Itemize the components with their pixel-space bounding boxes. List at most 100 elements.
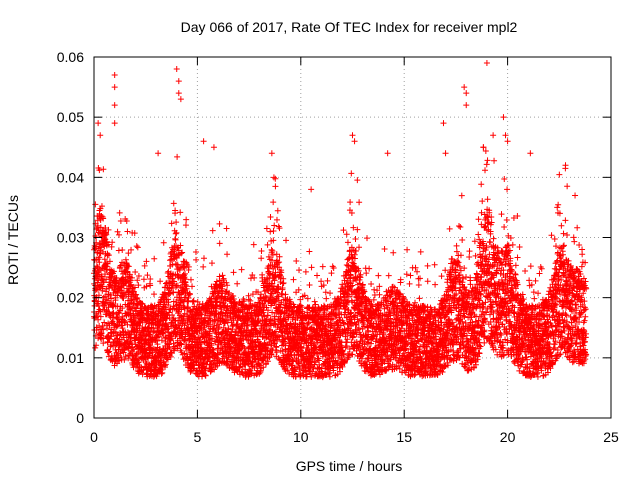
data-point <box>348 170 355 177</box>
data-point <box>103 286 110 293</box>
data-point <box>143 283 150 290</box>
data-point <box>124 268 131 275</box>
data-point <box>109 239 116 246</box>
data-point <box>119 325 126 332</box>
data-point <box>114 228 121 235</box>
data-point <box>412 264 419 271</box>
data-point <box>169 312 176 319</box>
data-point <box>216 220 223 227</box>
data-point <box>94 312 101 319</box>
data-point <box>105 241 112 248</box>
data-point <box>103 238 110 245</box>
data-point <box>165 299 172 306</box>
data-point <box>92 201 99 208</box>
data-point <box>324 277 331 284</box>
data-point <box>103 231 110 238</box>
data-point <box>182 222 189 229</box>
data-point <box>431 261 438 268</box>
data-point <box>128 274 135 281</box>
data-point <box>123 278 130 285</box>
data-point <box>107 291 114 298</box>
data-points <box>90 60 590 381</box>
data-point <box>131 230 138 237</box>
data-point <box>117 331 124 338</box>
data-point <box>133 243 140 250</box>
data-point <box>343 231 350 238</box>
data-point <box>106 348 113 355</box>
data-point <box>264 312 271 319</box>
data-point <box>112 297 119 304</box>
data-point <box>162 361 169 368</box>
data-point <box>172 230 179 237</box>
data-point <box>327 290 334 297</box>
data-point <box>170 200 177 207</box>
data-point <box>99 283 106 290</box>
data-point <box>168 220 175 227</box>
data-point <box>119 305 126 312</box>
data-point <box>417 248 424 255</box>
data-point <box>368 281 375 288</box>
data-point <box>144 328 151 335</box>
data-point <box>135 282 142 289</box>
data-point <box>234 280 241 287</box>
data-point <box>162 291 169 298</box>
data-point <box>319 263 326 270</box>
data-point <box>340 227 347 234</box>
data-point <box>119 293 126 300</box>
data-point <box>121 356 128 363</box>
data-point <box>106 258 113 265</box>
data-point <box>343 343 350 350</box>
data-point <box>424 303 431 310</box>
data-point <box>128 246 135 253</box>
data-point <box>162 364 169 371</box>
data-point <box>311 298 318 305</box>
data-point <box>107 314 114 321</box>
data-point <box>390 249 397 256</box>
data-point <box>119 290 126 297</box>
data-point <box>97 224 104 231</box>
data-point <box>230 269 237 276</box>
data-point <box>190 297 197 304</box>
data-point <box>216 240 223 247</box>
data-point <box>160 239 167 246</box>
data-point <box>101 319 108 326</box>
data-point <box>219 272 226 279</box>
data-point <box>314 272 321 279</box>
data-point <box>144 272 151 279</box>
data-point <box>158 370 165 377</box>
data-point <box>293 257 300 264</box>
data-point <box>123 218 130 225</box>
data-point <box>308 264 315 271</box>
data-point <box>131 304 138 311</box>
data-point <box>147 282 154 289</box>
data-point <box>157 278 164 285</box>
data-point <box>273 216 280 223</box>
data-point <box>363 270 370 277</box>
data-point <box>121 318 128 325</box>
data-point <box>274 207 281 214</box>
data-point <box>140 276 147 283</box>
data-point <box>305 320 312 327</box>
data-point <box>270 199 277 206</box>
data-point <box>323 295 330 302</box>
data-point <box>169 261 176 268</box>
data-point <box>135 356 142 363</box>
data-point <box>200 255 207 262</box>
data-point <box>278 290 285 297</box>
data-point <box>250 241 257 248</box>
data-point <box>141 262 148 269</box>
data-point <box>404 246 411 253</box>
data-point <box>385 272 392 279</box>
data-point <box>166 309 173 316</box>
data-point <box>147 275 154 282</box>
data-point <box>267 214 274 221</box>
data-point <box>158 337 165 344</box>
data-point <box>352 247 359 254</box>
data-point <box>264 241 271 248</box>
data-point <box>98 203 105 210</box>
data-point <box>168 319 175 326</box>
data-point <box>114 332 121 339</box>
data-point <box>125 355 132 362</box>
data-point <box>352 235 359 242</box>
data-point <box>381 246 388 253</box>
